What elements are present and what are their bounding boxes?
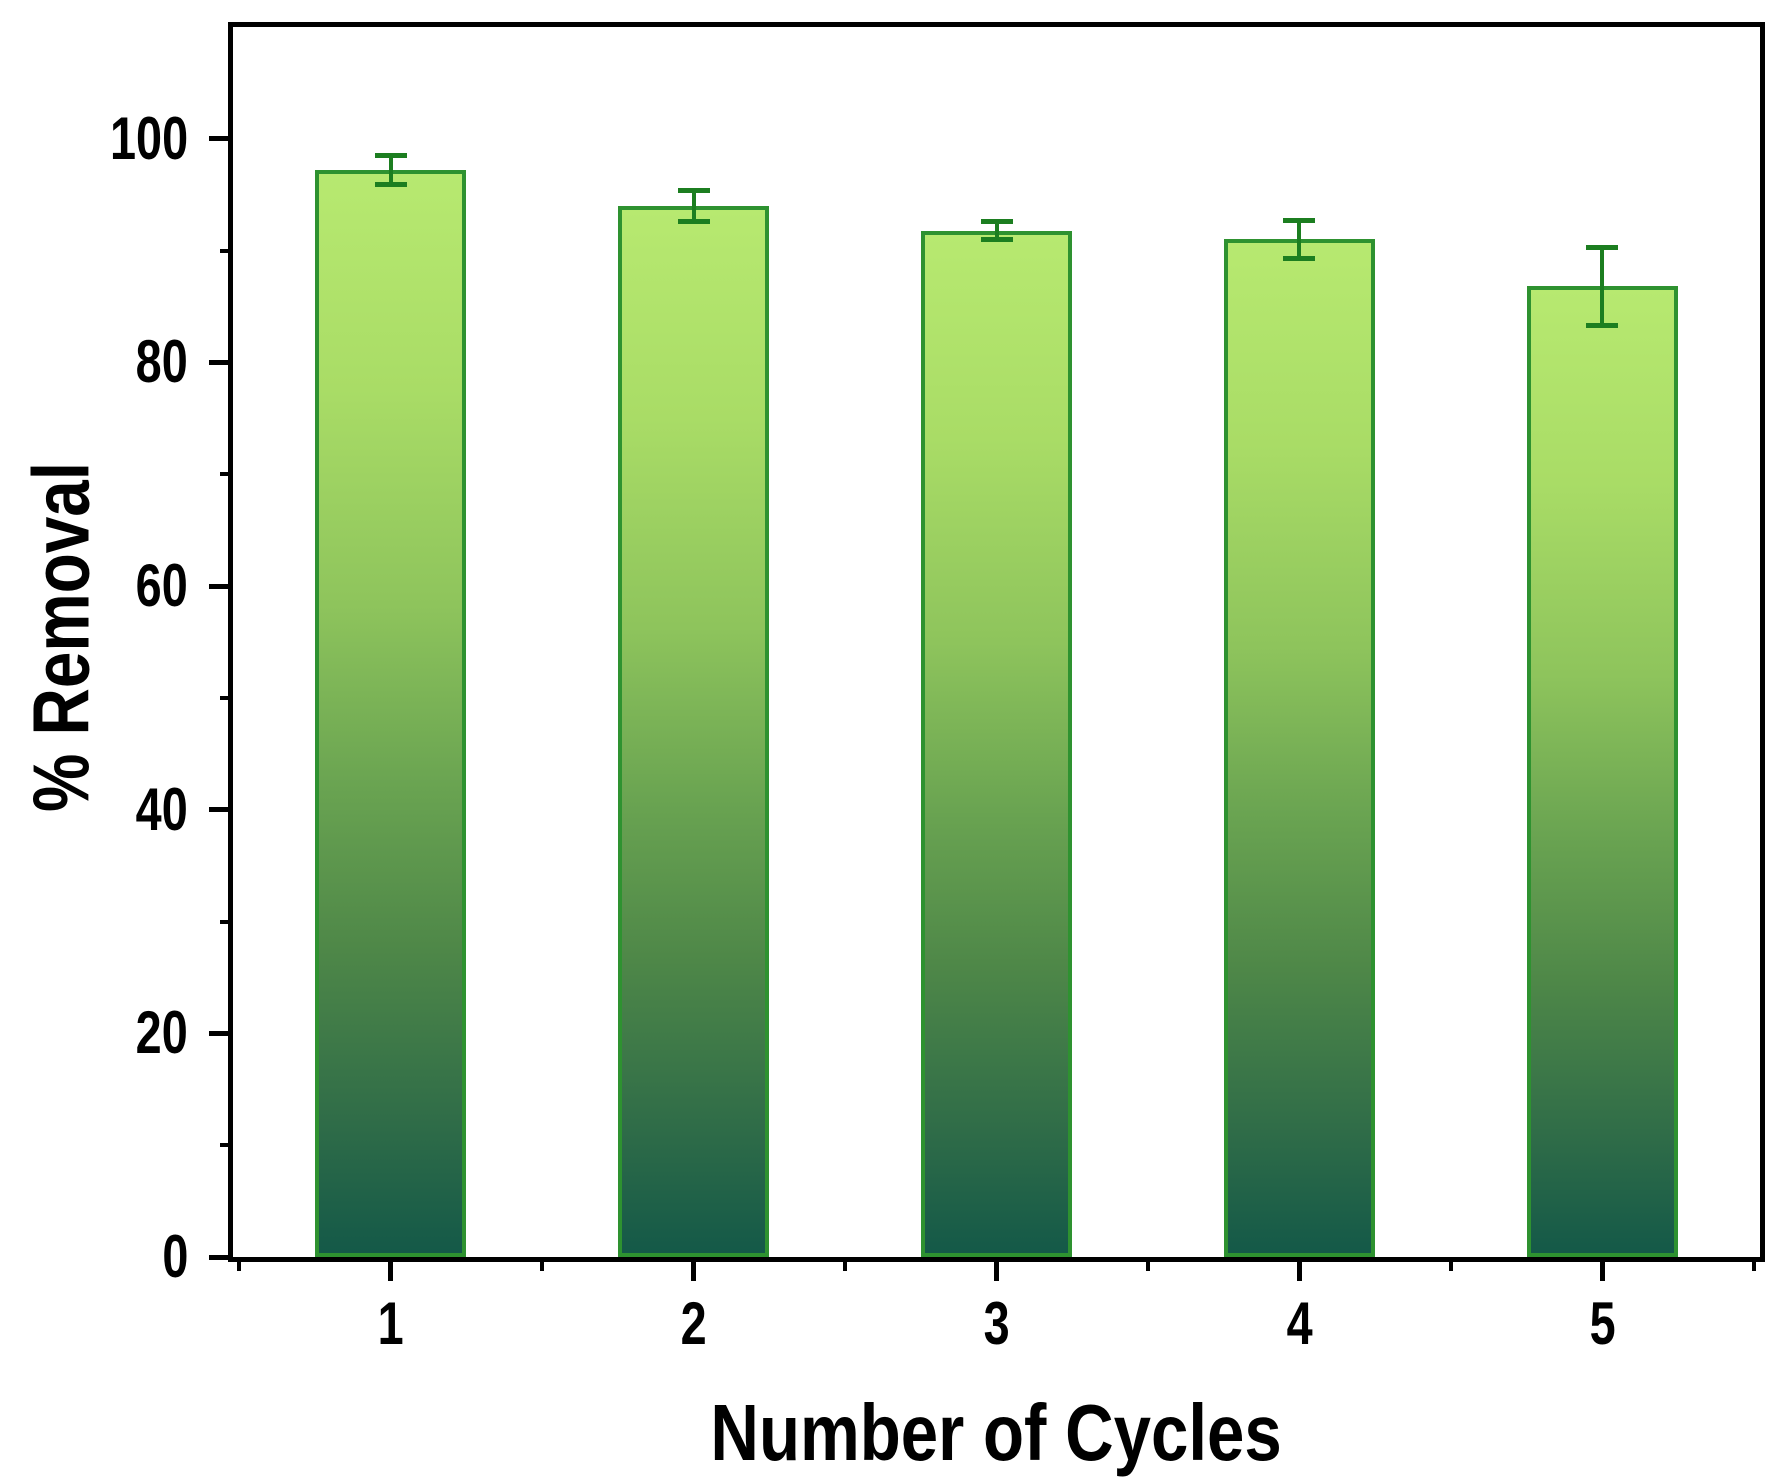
y-tick-minor	[220, 695, 233, 700]
x-tick-label-text: 1	[377, 1290, 404, 1357]
error-bar-line	[1600, 245, 1605, 328]
y-tick-major	[209, 1030, 233, 1036]
y-tick-label-text: 80	[135, 328, 188, 396]
y-tick-label: 100	[33, 104, 188, 172]
x-tick-label: 5	[1527, 1293, 1677, 1355]
x-tick-label: 2	[619, 1293, 769, 1355]
x-tick-major	[1599, 1257, 1605, 1281]
error-bar-cycle-3	[980, 219, 1013, 242]
error-bar-cap-bottom	[1283, 255, 1316, 261]
y-tick-major	[209, 1254, 233, 1260]
y-tick-label: 60	[33, 556, 188, 616]
y-tick-label-text: 20	[135, 999, 188, 1067]
x-tick-label-text: 2	[680, 1290, 707, 1357]
bar-cycle-5	[1526, 286, 1679, 1257]
error-bar-cycle-4	[1283, 218, 1316, 261]
x-axis-title-text: Number of Cycles	[710, 1388, 1283, 1477]
x-tick-minor	[540, 1257, 545, 1271]
y-tick-label-text: 0	[161, 1223, 188, 1290]
error-bar-cap-top	[1283, 218, 1316, 224]
x-axis-title: Number of Cycles	[233, 1393, 1760, 1473]
error-bar-cap-top	[374, 153, 407, 159]
x-tick-major	[388, 1257, 394, 1281]
error-bar-cap-bottom	[1586, 322, 1619, 328]
bar-cycle-4	[1223, 239, 1376, 1257]
bar-cycle-2	[617, 205, 770, 1257]
y-tick-label-text: 40	[135, 775, 188, 843]
x-tick-label: 1	[316, 1293, 466, 1355]
x-tick-label-text: 5	[1589, 1290, 1616, 1357]
bar-cycle-1	[314, 170, 467, 1257]
error-bar-cap-top	[677, 188, 710, 194]
error-bar-cycle-2	[677, 188, 710, 224]
error-bar-cap-bottom	[980, 236, 1013, 242]
error-bar-cap-bottom	[677, 218, 710, 224]
x-tick-minor	[1145, 1257, 1150, 1271]
y-tick-major	[209, 136, 233, 142]
y-axis-title: % Removal	[5, 22, 117, 1252]
error-bar-cycle-5	[1586, 245, 1619, 328]
x-tick-label-text: 3	[983, 1290, 1010, 1357]
plot-area: Number of Cycles 0 20 40 60 80 100 1 2 3 4 5	[110, 22, 1765, 1473]
y-tick-label: 0	[33, 1227, 188, 1287]
error-bar-line	[691, 188, 696, 224]
y-tick-major	[209, 359, 233, 365]
x-tick-label-text: 4	[1286, 1290, 1313, 1357]
x-tick-minor	[1448, 1257, 1453, 1271]
error-bar-line	[994, 219, 999, 242]
x-tick-label: 4	[1224, 1293, 1374, 1355]
bar-cycle-3	[920, 230, 1073, 1257]
x-tick-minor	[843, 1257, 847, 1271]
error-bar-cap-top	[1586, 245, 1619, 251]
y-tick-major	[209, 807, 233, 813]
error-bar-cap-bottom	[374, 181, 407, 187]
error-bar-line	[1297, 218, 1302, 261]
x-tick-minor	[237, 1257, 242, 1271]
y-tick-label: 20	[33, 1003, 188, 1063]
y-tick-minor	[220, 1143, 233, 1148]
x-tick-major	[1296, 1257, 1302, 1281]
y-tick-label-text: 60	[135, 552, 188, 620]
y-tick-major	[209, 583, 233, 589]
y-tick-label: 40	[33, 775, 188, 843]
x-tick-major	[691, 1257, 697, 1281]
error-bar-cap-top	[980, 219, 1013, 225]
x-tick-minor	[1751, 1257, 1756, 1271]
error-bar-line	[388, 153, 393, 187]
y-tick-label-text: 100	[109, 104, 188, 172]
y-tick-minor	[220, 248, 233, 253]
error-bar-cycle-1	[374, 153, 407, 187]
y-tick-minor	[220, 472, 233, 477]
y-axis-title-text: % Removal	[16, 461, 105, 813]
x-tick-major	[994, 1257, 999, 1281]
y-tick-label: 80	[33, 332, 188, 392]
x-tick-label: 3	[922, 1293, 1072, 1355]
y-tick-minor	[220, 919, 233, 924]
